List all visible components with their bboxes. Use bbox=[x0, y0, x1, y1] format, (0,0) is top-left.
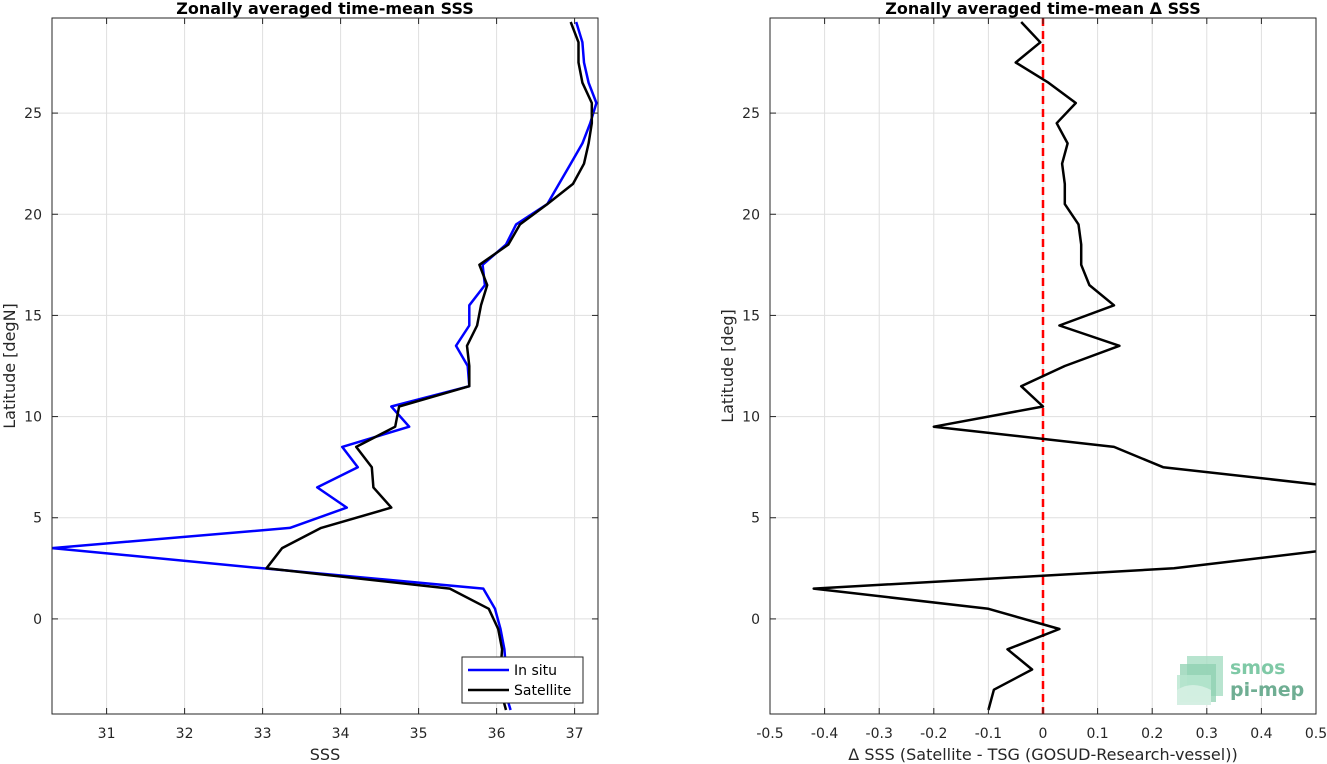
x-tick-label: 37 bbox=[566, 726, 584, 742]
x-tick-label: -0.4 bbox=[811, 726, 838, 742]
y-tick-label: 25 bbox=[24, 106, 42, 122]
x-axis-ticks: -0.5 -0.4 -0.3 -0.2 -0.1 0 0.1 0.2 0.3 0.4 0.5 bbox=[756, 18, 1327, 742]
y-axis-label: Latitude [deg] bbox=[718, 309, 737, 423]
x-tick-label: 34 bbox=[332, 726, 350, 742]
series-group bbox=[812, 18, 1316, 714]
legend: In situ Satellite bbox=[461, 656, 584, 704]
y-axis-ticks: 0 5 10 15 20 25 bbox=[742, 106, 1316, 628]
plot-area bbox=[52, 18, 598, 714]
chart-title: Zonally averaged time-mean Δ SSS bbox=[885, 0, 1201, 18]
x-tick-label: 0 bbox=[1039, 726, 1048, 742]
y-tick-label: 5 bbox=[751, 511, 760, 527]
y-tick-label: 15 bbox=[742, 308, 760, 324]
delta-sss-panel: -0.5 -0.4 -0.3 -0.2 -0.1 0 0.1 0.2 0.3 0.4 0.5 0 5 1… bbox=[718, 0, 1327, 764]
y-tick-label: 0 bbox=[33, 612, 42, 628]
x-tick-label: -0.1 bbox=[975, 726, 1002, 742]
series-line-in-situ bbox=[52, 21, 598, 711]
legend-box bbox=[461, 656, 584, 704]
y-axis-ticks: 0 5 10 15 20 25 bbox=[24, 106, 598, 628]
x-tick-label: 36 bbox=[488, 726, 506, 742]
series-line-delta-sss bbox=[812, 21, 1316, 711]
y-tick-label: 10 bbox=[24, 410, 42, 426]
x-tick-label: 0.3 bbox=[1196, 726, 1218, 742]
y-tick-label: 20 bbox=[24, 207, 42, 223]
axes-box bbox=[51, 17, 599, 715]
sss-profile-panel: 31 32 33 34 35 36 37 0 5 10 15 20 25 Zonally averag… bbox=[0, 0, 599, 764]
y-tick-label: 20 bbox=[742, 207, 760, 223]
y-tick-label: 10 bbox=[742, 410, 760, 426]
y-tick-label: 15 bbox=[24, 308, 42, 324]
chart-title: Zonally averaged time-mean SSS bbox=[176, 0, 474, 18]
x-tick-label: -0.5 bbox=[756, 726, 783, 742]
x-axis-label: Δ SSS (Satellite - TSG (GOSUD-Research-v… bbox=[848, 745, 1237, 764]
logo-text-pi-mep: pi-mep bbox=[1230, 679, 1304, 701]
x-tick-label: -0.2 bbox=[920, 726, 947, 742]
legend-label-satellite: Satellite bbox=[514, 683, 571, 699]
x-axis-ticks: 31 32 33 34 35 36 37 bbox=[98, 18, 584, 742]
y-tick-label: 0 bbox=[751, 612, 760, 628]
x-tick-label: 35 bbox=[410, 726, 428, 742]
legend-label-in-situ: In situ bbox=[514, 663, 557, 679]
y-tick-label: 5 bbox=[33, 511, 42, 527]
x-tick-label: 0.2 bbox=[1141, 726, 1163, 742]
x-tick-label: 33 bbox=[254, 726, 272, 742]
x-axis-label: SSS bbox=[310, 745, 340, 764]
smos-pi-mep-logo: smos pi-mep bbox=[1177, 656, 1304, 705]
y-tick-label: 25 bbox=[742, 106, 760, 122]
y-axis-label: Latitude [degN] bbox=[0, 303, 19, 429]
x-tick-label: 0.1 bbox=[1086, 726, 1108, 742]
x-tick-label: 0.5 bbox=[1305, 726, 1327, 742]
x-tick-label: 32 bbox=[176, 726, 194, 742]
grid bbox=[52, 18, 598, 714]
x-tick-label: -0.3 bbox=[866, 726, 893, 742]
x-tick-label: 0.4 bbox=[1250, 726, 1272, 742]
x-tick-label: 31 bbox=[98, 726, 116, 742]
series-line-satellite bbox=[265, 21, 594, 711]
logo-waves-icon bbox=[1177, 656, 1223, 705]
series-group bbox=[52, 21, 598, 711]
logo-text-smos: smos bbox=[1230, 657, 1285, 679]
